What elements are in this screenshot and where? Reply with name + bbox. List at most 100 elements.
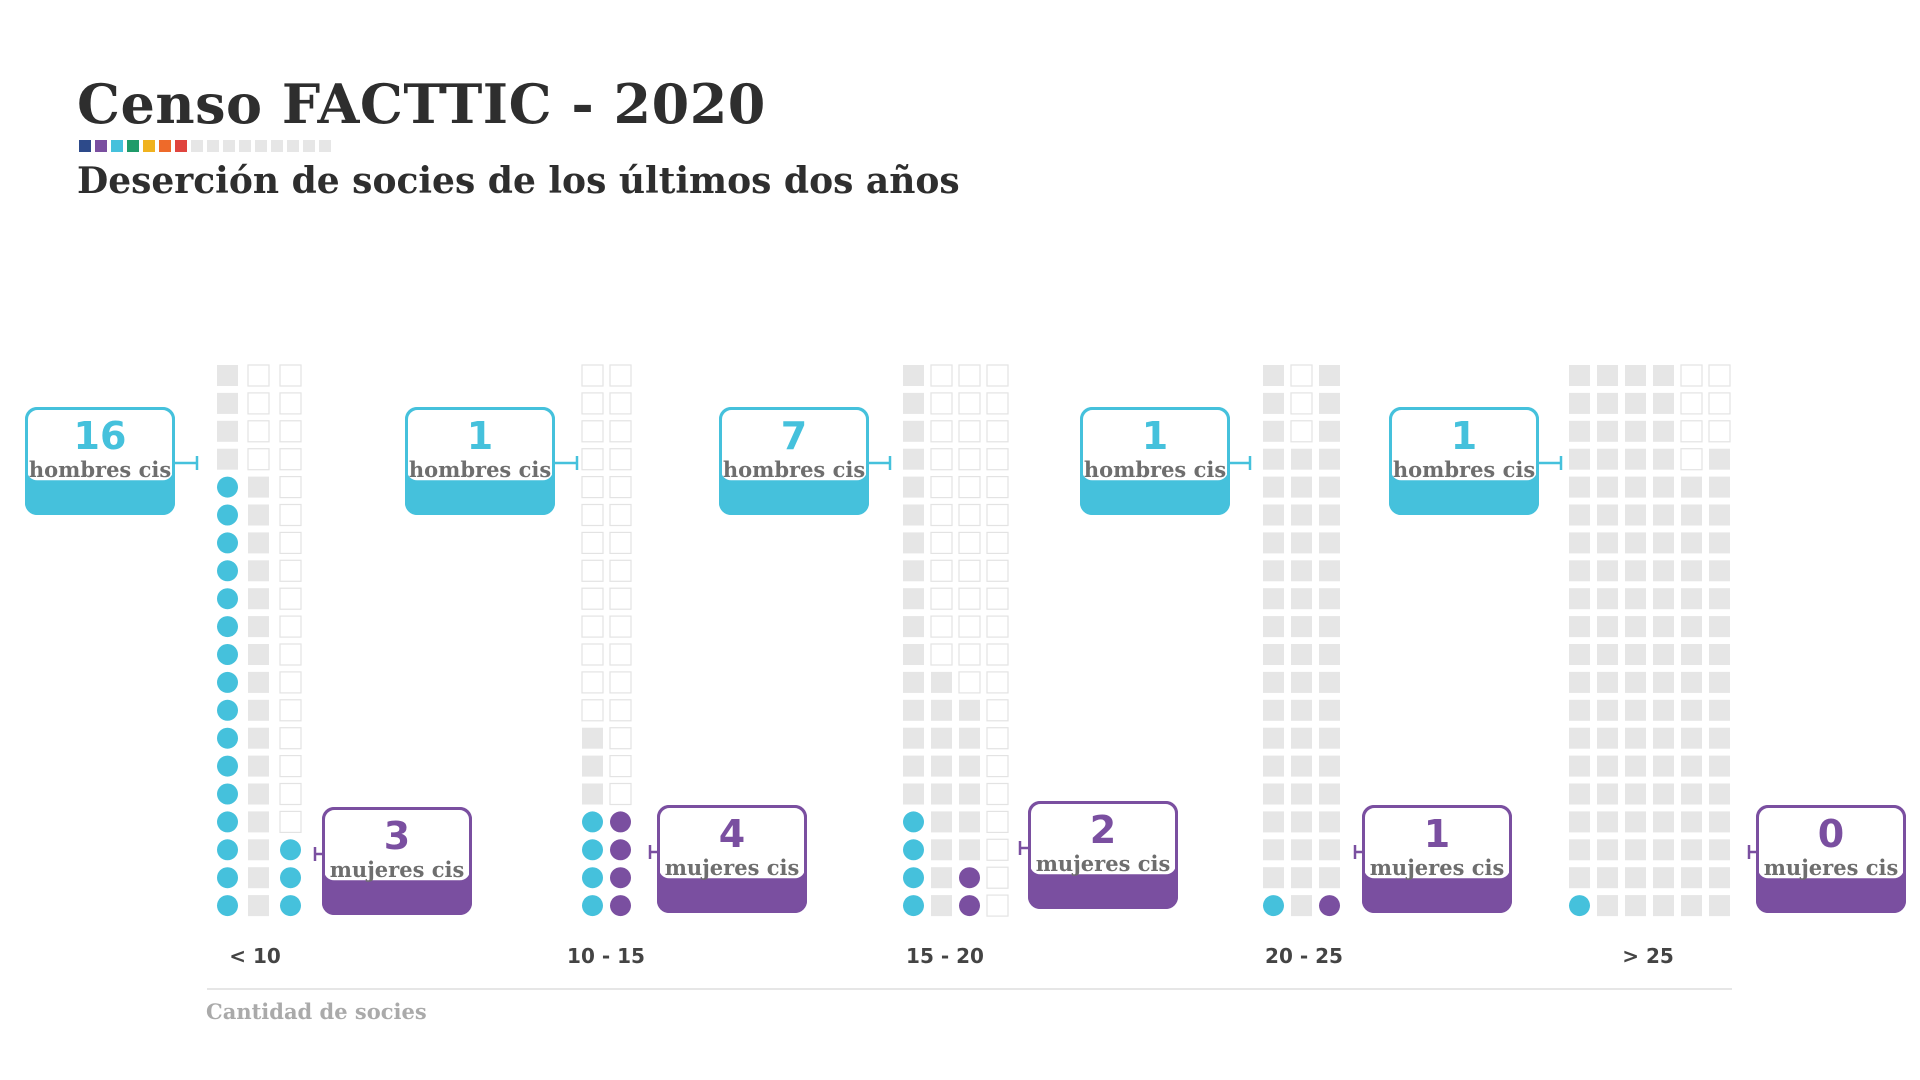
waffle-cell <box>1597 616 1618 638</box>
waffle-cell <box>1291 448 1312 470</box>
waffle-cell <box>930 364 953 387</box>
waffle-cell <box>1709 783 1730 805</box>
swatch-4 <box>143 140 155 152</box>
waffle-cell <box>1625 839 1646 861</box>
callout-value: 2 <box>1090 808 1116 852</box>
waffle-cell <box>930 587 953 610</box>
waffle-cell <box>930 503 953 527</box>
waffle-cell <box>1319 727 1340 749</box>
waffle-cell <box>1569 616 1590 638</box>
waffle-cell <box>217 420 238 442</box>
waffle-cell <box>986 503 1009 527</box>
waffle-cell <box>903 392 924 414</box>
waffle-cell <box>609 559 632 582</box>
waffle-cell <box>903 420 924 442</box>
swatch-2 <box>111 140 123 152</box>
color-swatches <box>79 140 331 152</box>
waffle-cell <box>1625 420 1646 442</box>
waffle-cell <box>1625 671 1646 693</box>
waffle-cell <box>986 392 1009 415</box>
waffle-cell <box>959 839 980 861</box>
waffle-cell <box>1263 392 1284 414</box>
waffle-cell <box>1653 532 1674 554</box>
waffle-cell <box>279 476 302 499</box>
waffle-cell <box>930 476 953 499</box>
waffle-cell <box>1263 699 1284 721</box>
waffle-cell <box>959 727 980 749</box>
waffle-cell <box>1319 616 1340 638</box>
waffle-cell <box>931 867 952 889</box>
swatch-7 <box>191 140 203 152</box>
waffle-cell <box>1569 365 1590 386</box>
waffle-cell <box>248 839 269 861</box>
waffle-cell <box>279 587 302 610</box>
waffle-cell <box>581 615 604 638</box>
waffle-cell <box>279 364 302 387</box>
waffle-dot <box>959 895 980 917</box>
waffle-dot <box>1319 895 1340 917</box>
waffle-cell <box>1681 644 1702 665</box>
callout-body <box>324 809 470 881</box>
waffle-cell <box>279 671 302 694</box>
waffle-dot <box>582 867 603 889</box>
waffle-cell <box>248 532 269 554</box>
waffle-cell <box>1625 699 1646 721</box>
waffle-cell <box>1653 671 1674 693</box>
waffle-cell <box>1709 671 1730 693</box>
waffle-cell <box>581 559 604 582</box>
waffle-cell <box>1709 504 1730 526</box>
waffle-cell <box>930 420 953 443</box>
waffle-cell <box>248 504 269 526</box>
waffle-cell <box>1597 811 1618 833</box>
swatch-0 <box>79 140 91 152</box>
waffle-cell <box>958 420 981 443</box>
waffle-dot <box>217 616 238 638</box>
waffle-cell <box>1681 616 1702 638</box>
waffle-cell <box>248 811 269 833</box>
waffle-cell <box>1709 448 1730 470</box>
waffle-cell <box>1597 588 1618 610</box>
chart-title: Censo FACTTIC - 2020 <box>77 72 766 136</box>
waffle-cell <box>1709 727 1730 749</box>
waffle-cell <box>1653 727 1674 749</box>
waffle-cell <box>1653 867 1674 889</box>
waffle-cell <box>1263 448 1284 470</box>
waffle-cell <box>609 754 632 778</box>
waffle-cell <box>248 476 269 498</box>
callout-label: hombres cis <box>723 457 865 482</box>
waffle-cell <box>1681 532 1702 554</box>
waffle-cell <box>986 810 1009 834</box>
waffle-cell <box>1263 755 1284 777</box>
callout-value: 1 <box>1451 414 1477 458</box>
waffle-dot <box>582 895 603 917</box>
waffle-cell <box>248 895 269 917</box>
waffle-cell <box>1681 476 1702 498</box>
waffle-cell <box>930 392 953 415</box>
waffle-cell <box>1597 504 1618 526</box>
waffle-cell <box>609 671 632 694</box>
waffle-cell <box>217 365 238 386</box>
waffle-cell <box>581 503 604 527</box>
waffle-cell <box>986 420 1009 443</box>
waffle-cell <box>930 448 953 471</box>
waffle-cell <box>1625 616 1646 638</box>
waffle-dot <box>280 839 301 861</box>
swatch-14 <box>303 140 315 152</box>
callout-body <box>1758 807 1904 879</box>
waffle-cell <box>581 587 604 610</box>
waffle-cell <box>1653 588 1674 610</box>
waffle-cell <box>1263 727 1284 749</box>
callout-border <box>657 805 807 913</box>
waffle-cell <box>1291 644 1312 665</box>
waffle-cell <box>1319 588 1340 610</box>
waffle-dot <box>903 895 924 917</box>
swatch-1 <box>95 140 107 152</box>
waffle-cell <box>1653 560 1674 582</box>
waffle-cell <box>248 616 269 638</box>
waffle-cell <box>247 364 270 387</box>
waffle-cell <box>1597 392 1618 414</box>
waffle-cell <box>1263 365 1284 386</box>
waffle-cell <box>581 476 604 499</box>
waffle-cell <box>248 699 269 721</box>
